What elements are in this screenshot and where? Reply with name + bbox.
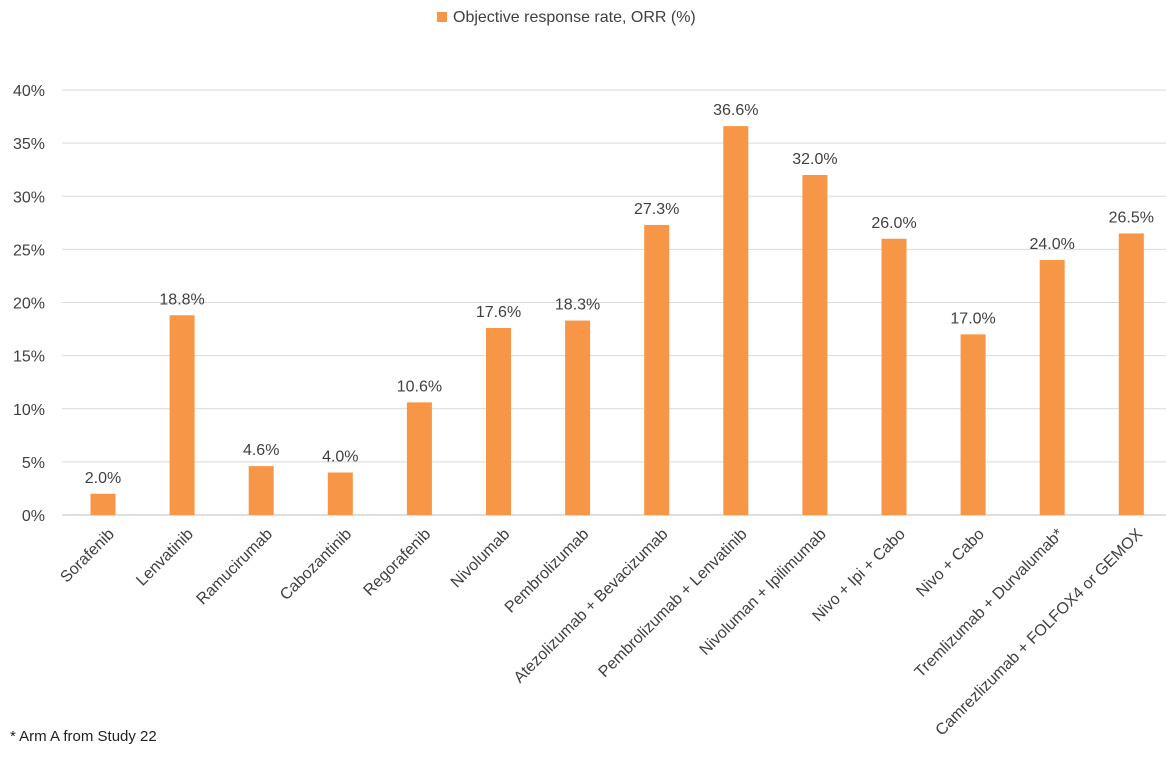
data-label: 17.6% bbox=[476, 304, 521, 321]
y-tick-label: 5% bbox=[22, 455, 45, 472]
bar bbox=[644, 224, 670, 515]
bar bbox=[960, 334, 986, 515]
data-label: 4.6% bbox=[243, 442, 279, 459]
bar bbox=[1118, 233, 1144, 515]
data-label: 24.0% bbox=[1030, 236, 1075, 253]
x-tick-label: Sorafenib bbox=[57, 526, 118, 587]
y-tick-label: 25% bbox=[13, 242, 45, 259]
y-tick-label: 15% bbox=[13, 349, 45, 366]
data-label: 26.0% bbox=[871, 215, 916, 232]
x-tick-label: Cabozantinib bbox=[277, 526, 355, 604]
x-tick-label: Nivoluman + Ipilimumab bbox=[697, 526, 830, 659]
data-label: 10.6% bbox=[397, 378, 442, 395]
bar bbox=[802, 175, 828, 515]
x-tick-label: Nivolumab bbox=[448, 526, 514, 592]
legend-label: Objective response rate, ORR (%) bbox=[453, 9, 696, 26]
bar bbox=[881, 238, 907, 515]
y-tick-label: 40% bbox=[13, 83, 45, 100]
data-label: 2.0% bbox=[85, 470, 121, 487]
x-tick-label: Pembrolizumab bbox=[502, 526, 593, 617]
x-tick-label: Regorafenib bbox=[361, 526, 435, 600]
data-label: 18.8% bbox=[159, 291, 204, 308]
bar bbox=[90, 493, 116, 515]
bar bbox=[406, 402, 432, 515]
y-tick-label: 0% bbox=[22, 508, 45, 525]
data-label: 4.0% bbox=[322, 449, 358, 466]
x-tick-label: Ramucirumab bbox=[194, 526, 277, 609]
x-tick-label: Nivo + Cabo bbox=[913, 526, 988, 601]
legend-swatch bbox=[437, 12, 447, 22]
bar bbox=[486, 328, 511, 515]
y-tick-label: 30% bbox=[13, 189, 45, 206]
data-label: 27.3% bbox=[634, 201, 679, 218]
bar bbox=[1039, 260, 1065, 515]
footnote: * Arm A from Study 22 bbox=[10, 728, 157, 745]
x-tick-label: Pembrolizumab + Lenvatinib bbox=[596, 526, 751, 681]
data-label: 32.0% bbox=[792, 151, 837, 168]
y-tick-label: 10% bbox=[13, 402, 45, 419]
bar bbox=[723, 126, 749, 515]
bar bbox=[565, 320, 591, 515]
y-tick-label: 20% bbox=[13, 296, 45, 313]
data-label: 17.0% bbox=[950, 310, 995, 327]
bar bbox=[327, 472, 353, 515]
data-label: 36.6% bbox=[713, 102, 758, 119]
bar bbox=[169, 315, 195, 515]
bar bbox=[248, 466, 274, 515]
data-label: 18.3% bbox=[555, 297, 600, 314]
y-tick-label: 35% bbox=[13, 136, 45, 153]
x-tick-label: Atezolizumab + Bevacizumab bbox=[511, 526, 672, 687]
x-tick-label: Tremlizumab + Durvalumab* bbox=[912, 526, 1067, 681]
data-label: 26.5% bbox=[1109, 209, 1154, 226]
x-tick-label: Lenvatinib bbox=[133, 526, 197, 590]
